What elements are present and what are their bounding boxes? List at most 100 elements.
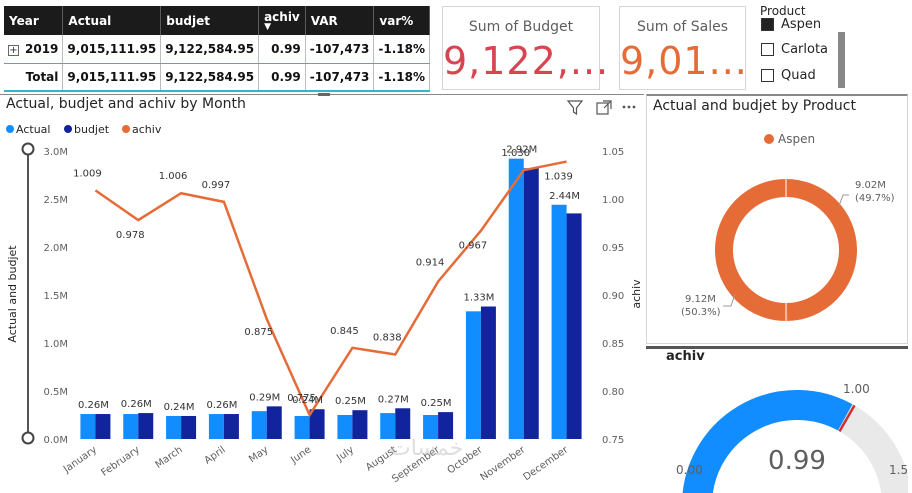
bar-actual[interactable] (337, 415, 353, 439)
donut-chart-panel: Actual and budjet by Product Aspen 9.02M (… (646, 94, 908, 344)
cell-budjet: 9,122,584.95 (160, 35, 260, 64)
cell-budjet: 9,122,584.95 (160, 63, 260, 92)
gauge-max-label: 1.5 (889, 463, 908, 477)
bar-data-label: 0.26M (78, 400, 109, 411)
slicer-item-label: Carlota (781, 42, 829, 57)
slicer-item-aspen[interactable]: Aspen (761, 17, 821, 32)
slicer-item-label: Quad (781, 68, 816, 83)
bar-actual[interactable] (294, 415, 310, 439)
bar-budjet[interactable] (395, 408, 411, 439)
checkbox-checked-icon[interactable] (761, 18, 774, 31)
checkbox-icon[interactable] (761, 43, 774, 56)
drag-handle[interactable] (318, 93, 330, 96)
bar-actual[interactable] (251, 411, 267, 439)
slider-handle-bottom[interactable] (21, 431, 35, 445)
bar-data-label: 0.24M (292, 395, 323, 406)
slicer-item-carlota[interactable]: Carlota (761, 42, 828, 57)
gauge-target-label: 1.00 (843, 382, 870, 396)
bar-data-label: 0.26M (121, 399, 152, 410)
bar-data-label: 0.25M (335, 396, 366, 407)
slider-handle-top[interactable] (21, 142, 35, 156)
achiv-line[interactable] (94, 160, 567, 418)
line-data-label: 0.978 (116, 230, 145, 241)
legend-label-actual[interactable]: Actual (16, 123, 50, 136)
sort-descending-icon[interactable]: ▼ (264, 22, 271, 32)
col-header-achiv[interactable]: achiv ▼ (258, 6, 306, 35)
x-tick-label: February (99, 444, 142, 478)
y-axis-title: Actual and budjet (6, 245, 19, 343)
line-data-label: 0.845 (330, 326, 359, 337)
x-tick-label: December (522, 444, 572, 483)
card-sum-of-budget[interactable]: Sum of Budget 9,122,... (442, 6, 610, 90)
watermark: خمسات (390, 436, 464, 461)
y2-axis-title: achiv (630, 279, 643, 309)
bar-budjet[interactable] (309, 409, 325, 439)
legend-label-aspen[interactable]: Aspen (778, 132, 815, 146)
row-label: Total (4, 63, 64, 92)
col-header-var-pct[interactable]: var% (373, 6, 431, 35)
gauge-min-label: 0.00 (676, 463, 703, 477)
col-header-budjet[interactable]: budjet (160, 6, 260, 35)
filter-icon[interactable] (566, 100, 584, 116)
slicer-scrollbar[interactable] (838, 32, 845, 88)
x-tick-label: March (154, 444, 185, 470)
bar-budjet[interactable] (138, 413, 154, 439)
bar-actual[interactable] (465, 311, 481, 439)
checkbox-icon[interactable] (761, 69, 774, 82)
line-data-label: 0.914 (416, 258, 445, 269)
zoom-slider[interactable] (21, 142, 35, 445)
bar-actual[interactable] (166, 415, 182, 439)
donut-slice-actual[interactable] (785, 179, 858, 321)
col-header-actual[interactable]: Actual (62, 6, 162, 35)
y-tick-label: 1.5M (43, 291, 68, 302)
col-header-var[interactable]: VAR (305, 6, 375, 35)
y2-tick-label: 0.75 (602, 435, 624, 446)
bar-actual[interactable] (423, 415, 439, 439)
bar-budjet[interactable] (523, 168, 539, 439)
card-value: 9,122,... (443, 39, 610, 83)
line-data-label: 0.967 (459, 241, 488, 252)
donut-slice-budjet[interactable] (715, 179, 788, 321)
product-slicer: Product Aspen Carlota Quad (757, 4, 907, 90)
line-data-label: 1.030 (501, 148, 530, 159)
focus-mode-icon[interactable] (596, 100, 612, 115)
line-data-label: 0.997 (202, 180, 231, 191)
bar-budjet[interactable] (438, 412, 454, 439)
line-data-label: 0.838 (373, 333, 402, 344)
bar-budjet[interactable] (181, 415, 197, 439)
bar-actual[interactable] (123, 414, 139, 439)
bar-data-label: 0.24M (164, 402, 195, 413)
bar-data-label: 0.26M (206, 400, 237, 411)
bar-actual[interactable] (380, 413, 396, 439)
bar-budjet[interactable] (352, 410, 368, 439)
bar-actual[interactable] (551, 204, 567, 439)
bar-actual[interactable] (208, 414, 224, 439)
cell-actual: 9,015,111.95 (62, 63, 162, 92)
card-sum-of-sales[interactable]: Sum of Sales 9,01... (619, 6, 747, 90)
legend-label-achiv[interactable]: achiv (132, 123, 162, 136)
bar-data-label: 2.44M (549, 191, 580, 202)
x-tick-label: May (247, 444, 270, 465)
expand-icon[interactable]: + (8, 44, 19, 56)
bar-budjet[interactable] (266, 406, 282, 439)
x-tick-label: January (61, 444, 99, 475)
gauge-target-marker (838, 404, 856, 433)
legend-label-budjet[interactable]: budjet (74, 123, 110, 136)
bar-budjet[interactable] (223, 414, 239, 439)
bar-actual[interactable] (508, 158, 524, 439)
bar-actual[interactable] (80, 414, 96, 439)
bar-budjet[interactable] (480, 306, 496, 439)
y2-tick-label: 1.00 (602, 195, 624, 206)
row-label-cell[interactable]: +2019 (4, 35, 64, 64)
cell-var-pct: -1.18% (373, 63, 431, 92)
bar-budjet[interactable] (566, 213, 582, 439)
x-tick-label: April (203, 444, 228, 466)
slicer-item-quad[interactable]: Quad (761, 68, 816, 83)
y-tick-label: 3.0M (43, 147, 68, 158)
gauge-chart: 0.99 0.00 1.5 1.00 (676, 382, 908, 493)
col-header-year[interactable]: Year (4, 6, 64, 35)
bar-budjet[interactable] (95, 414, 111, 439)
table-row: +2019 9,015,111.95 9,122,584.95 0.99 -10… (4, 35, 431, 64)
more-options-icon[interactable] (622, 105, 636, 109)
bar-data-label: 0.27M (378, 394, 409, 405)
